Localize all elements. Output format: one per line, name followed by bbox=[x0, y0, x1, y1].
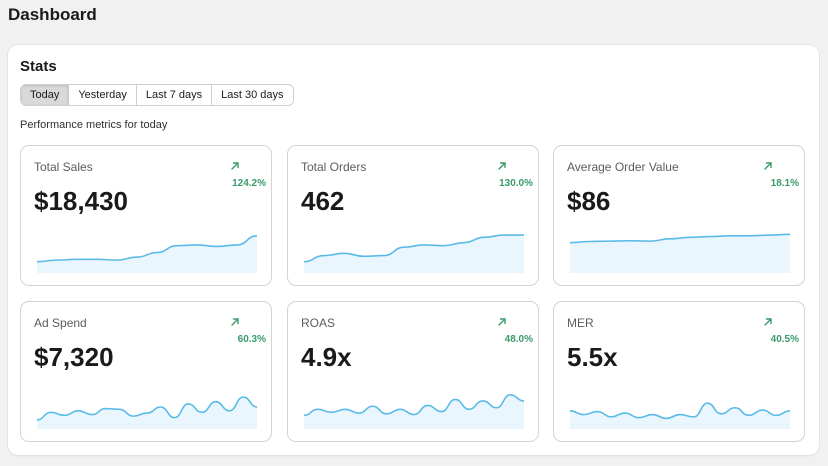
metric-card-ad-spend[interactable]: Ad Spend $7,320 60.3% bbox=[20, 301, 272, 442]
metric-card-roas[interactable]: ROAS 4.9x 48.0% bbox=[287, 301, 539, 442]
arrow-up-right-icon bbox=[498, 162, 506, 170]
metric-change: 124.2% bbox=[232, 178, 266, 189]
arrow-up-right-icon bbox=[231, 162, 239, 170]
sparkline bbox=[37, 396, 257, 429]
sparkline-area bbox=[37, 397, 257, 429]
metric-card-total-orders[interactable]: Total Orders 462 130.0% bbox=[287, 145, 539, 286]
sparkline bbox=[570, 233, 790, 273]
metric-card-average-order-value[interactable]: Average Order Value $86 18.1% bbox=[553, 145, 805, 286]
stats-subtitle: Performance metrics for today bbox=[20, 119, 168, 131]
sparkline-line bbox=[304, 394, 524, 417]
tab-last-7-days[interactable]: Last 7 days bbox=[135, 85, 212, 105]
metric-change: 130.0% bbox=[499, 178, 533, 189]
metric-label: Total Sales bbox=[34, 160, 93, 174]
metric-label: Total Orders bbox=[301, 160, 367, 174]
sparkline bbox=[304, 234, 524, 273]
sparkline-area bbox=[304, 235, 524, 273]
metric-change: 60.3% bbox=[237, 334, 266, 345]
metric-change: 18.1% bbox=[770, 178, 799, 189]
sparkline bbox=[570, 402, 790, 429]
sparkline-line bbox=[304, 234, 524, 263]
tab-today[interactable]: Today bbox=[21, 85, 69, 105]
arrow-up-right-icon bbox=[231, 318, 239, 326]
stats-title: Stats bbox=[20, 58, 57, 75]
sparkline-line bbox=[570, 402, 790, 420]
arrow-up-right-icon bbox=[764, 162, 772, 170]
metric-value: 5.5x bbox=[567, 342, 618, 372]
page-title: Dashboard bbox=[8, 5, 97, 24]
tab-yesterday[interactable]: Yesterday bbox=[68, 85, 136, 105]
metric-value: $86 bbox=[567, 186, 611, 216]
sparkline bbox=[304, 394, 524, 429]
metric-value: 4.9x bbox=[301, 342, 352, 372]
metric-value: $18,430 bbox=[34, 186, 128, 216]
tab-last-30-days[interactable]: Last 30 days bbox=[211, 85, 293, 105]
date-range-tabs: Today Yesterday Last 7 days Last 30 days bbox=[20, 84, 294, 106]
metric-label: ROAS bbox=[301, 316, 336, 330]
metric-card-mer[interactable]: MER 5.5x 40.5% bbox=[553, 301, 805, 442]
sparkline-area bbox=[304, 394, 524, 429]
metric-value: 462 bbox=[301, 186, 345, 216]
metric-change: 40.5% bbox=[770, 334, 799, 345]
metric-change: 48.0% bbox=[504, 334, 533, 345]
metric-label: Average Order Value bbox=[567, 160, 679, 174]
metric-label: Ad Spend bbox=[34, 316, 87, 330]
sparkline-line bbox=[37, 396, 257, 421]
sparkline-line bbox=[570, 233, 790, 244]
arrow-up-right-icon bbox=[764, 318, 772, 326]
metric-card-total-sales[interactable]: Total Sales $18,430 124.2% bbox=[20, 145, 272, 286]
sparkline bbox=[37, 235, 257, 273]
stats-card: Stats Today Yesterday Last 7 days Last 3… bbox=[8, 45, 819, 455]
sparkline-line bbox=[37, 235, 257, 263]
metric-value: $7,320 bbox=[34, 342, 114, 372]
sparkline-area bbox=[570, 234, 790, 273]
sparkline-area bbox=[570, 403, 790, 429]
arrow-up-right-icon bbox=[498, 318, 506, 326]
metric-label: MER bbox=[567, 316, 594, 330]
